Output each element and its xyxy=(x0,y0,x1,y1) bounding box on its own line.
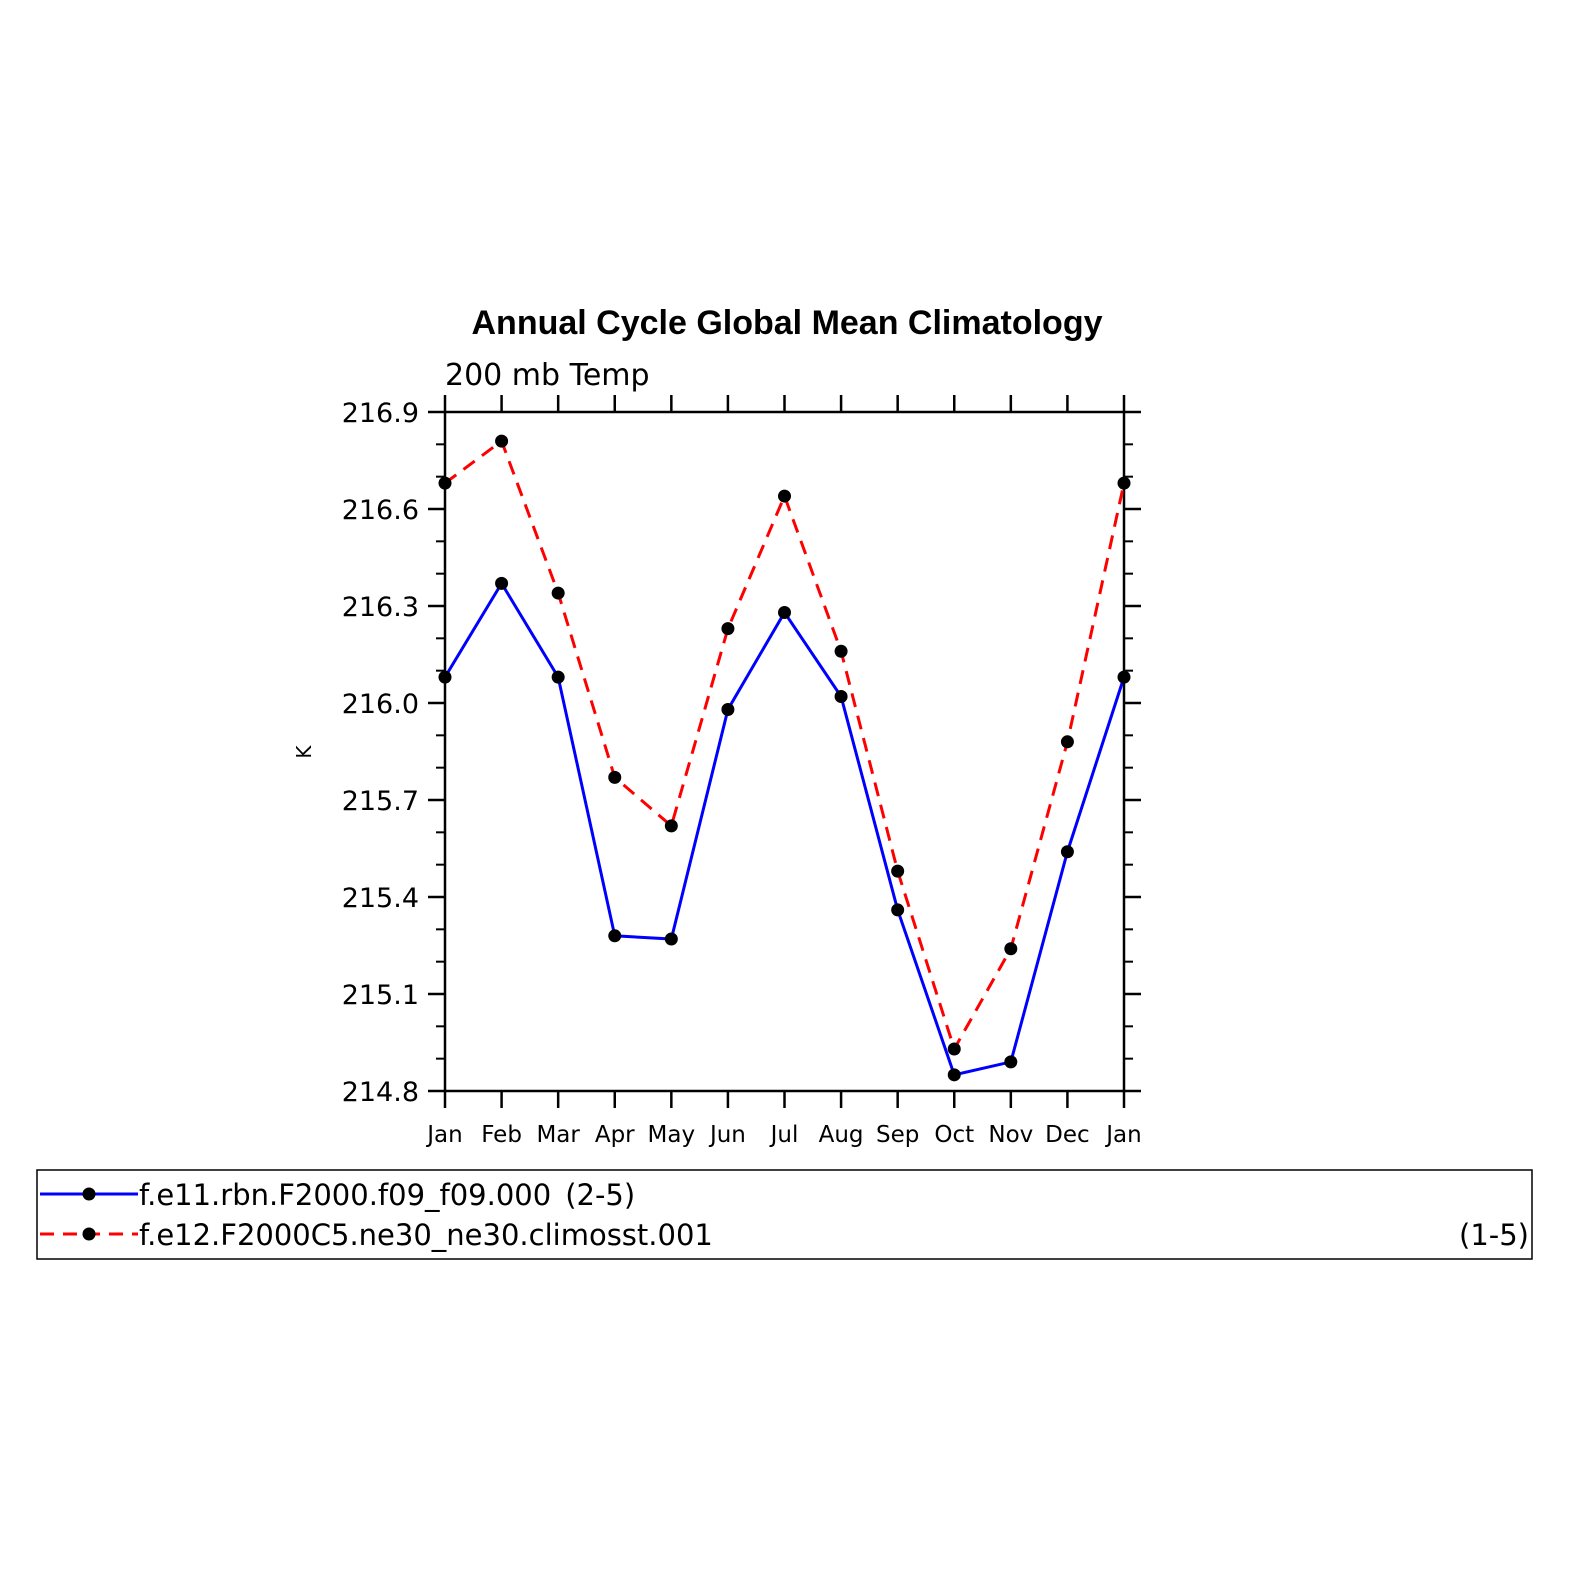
series-line xyxy=(443,580,1126,1077)
x-tick-label: Apr xyxy=(595,1122,635,1148)
y-tick-label: 216.9 xyxy=(342,398,419,429)
x-tick-label: Jun xyxy=(708,1122,746,1148)
data-point xyxy=(834,690,848,704)
legend-range: (2-5) xyxy=(565,1178,635,1212)
x-tick-label: Jan xyxy=(425,1122,462,1148)
y-axis-label: K xyxy=(292,745,316,759)
data-point xyxy=(721,622,735,636)
y-tick-label: 215.1 xyxy=(342,980,419,1011)
y-tick-label: 216.3 xyxy=(342,592,419,623)
legend: f.e11.rbn.F2000.f09_f09.000 (2-5) f.e12.F2… xyxy=(36,1169,1533,1260)
data-point xyxy=(438,670,452,684)
data-point xyxy=(1004,1055,1018,1069)
data-point xyxy=(608,770,622,784)
x-tick-label: Oct xyxy=(934,1122,974,1148)
x-tick-label: Dec xyxy=(1045,1122,1090,1148)
y-tick-label: 216.6 xyxy=(342,495,419,526)
series-layer xyxy=(438,434,1131,1082)
data-point xyxy=(778,489,791,503)
legend-label: f.e12.F2000C5.ne30_ne30.climosst.001 xyxy=(139,1218,713,1252)
data-point xyxy=(551,586,565,600)
data-point xyxy=(1004,942,1018,956)
y-tick-label: 215.4 xyxy=(342,883,419,914)
data-point xyxy=(1060,735,1074,749)
data-point xyxy=(891,864,905,878)
legend-items: f.e11.rbn.F2000.f09_f09.000 (2-5) f.e12.F2… xyxy=(40,1178,1529,1252)
x-tick-label: Jan xyxy=(1104,1122,1141,1148)
data-point xyxy=(495,576,509,590)
chart-title: Annual Cycle Global Mean Climatology xyxy=(472,304,1103,342)
data-point xyxy=(891,903,905,917)
data-point xyxy=(495,434,509,448)
x-tick-label: Aug xyxy=(819,1122,864,1148)
data-point xyxy=(608,929,622,943)
data-point xyxy=(947,1042,961,1056)
y-tick-label: 216.0 xyxy=(342,689,419,720)
data-point xyxy=(778,605,791,619)
data-point xyxy=(664,932,678,946)
data-point xyxy=(664,819,678,833)
data-point xyxy=(947,1068,961,1082)
legend-swatch-marker xyxy=(82,1187,96,1201)
x-tick-label: Sep xyxy=(876,1122,919,1148)
legend-label: f.e11.rbn.F2000.f09_f09.000 xyxy=(139,1178,551,1212)
legend-range: (1-5) xyxy=(1459,1218,1529,1252)
chart-subtitle: 200 mb Temp xyxy=(445,358,650,393)
data-point xyxy=(1060,845,1074,859)
x-tick-label: May xyxy=(648,1122,696,1148)
data-point xyxy=(551,670,565,684)
y-tick-label: 215.7 xyxy=(342,786,419,817)
plot-axes: 216.9 216.6 216.3 216.0 215.7 215.4 215.1 214.8… xyxy=(342,395,1142,1148)
x-tick-label: Mar xyxy=(536,1122,580,1148)
data-point xyxy=(1117,476,1131,490)
x-tick-label: Nov xyxy=(988,1122,1033,1148)
data-point xyxy=(438,476,452,490)
data-point xyxy=(834,644,848,658)
data-point xyxy=(1117,670,1131,684)
plot-frame xyxy=(443,410,1126,1093)
legend-swatch-marker xyxy=(82,1227,96,1241)
x-tick-label: Feb xyxy=(481,1122,522,1148)
data-point xyxy=(721,702,735,716)
legend-box xyxy=(36,1169,1533,1260)
series-line xyxy=(444,438,1126,1053)
y-tick-label: 214.8 xyxy=(342,1077,419,1108)
x-tick-label: Jul xyxy=(769,1122,799,1148)
